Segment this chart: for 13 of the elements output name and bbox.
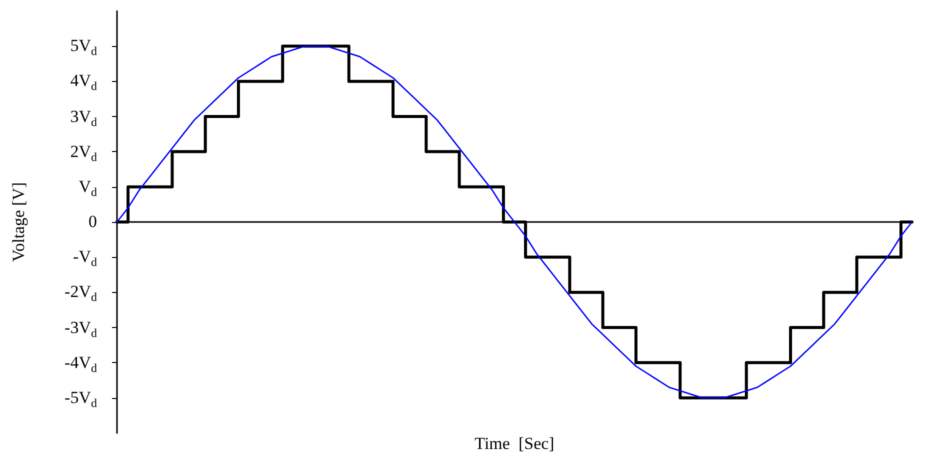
y-tick-label: -V$_{d}$ <box>73 247 97 270</box>
y-tick-label: -2V$_{d}$ <box>64 282 97 304</box>
y-tick-label: 2V$_{d}$ <box>70 142 97 164</box>
y-tick-label: 0 <box>88 212 97 232</box>
y-tick-label: -5V$_{d}$ <box>64 388 97 410</box>
y-tick-label: 4V$_{d}$ <box>70 71 97 94</box>
y-axis-title: Voltage [V] <box>9 182 28 262</box>
x-axis-title: Time [Sec] <box>474 434 554 453</box>
y-tick-label: 3V$_{d}$ <box>70 106 97 128</box>
y-tick-label: -3V$_{d}$ <box>64 318 97 340</box>
y-tick-label: 5V$_{d}$ <box>70 36 97 58</box>
y-tick-label: V$_{d}$ <box>78 176 97 199</box>
y-tick-label: -4V$_{d}$ <box>64 352 97 375</box>
